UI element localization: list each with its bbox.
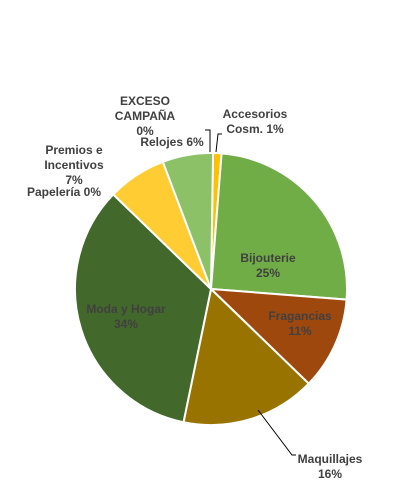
data-labels: Accesorios Cosm. 1% Bijouterie 25% Fragancia… (27, 94, 363, 481)
data-label-papeleria: Papelería 0% (27, 185, 101, 199)
slice-bijouterie (209, 152, 348, 301)
data-label-maquillajes: Maquillajes 16% (298, 452, 363, 481)
pie-slices (74, 152, 348, 426)
leader-line-maquillajes (257, 409, 296, 456)
slice-fragancias (208, 287, 348, 385)
slice-maquillajes (182, 287, 311, 426)
data-label-moda-y-hogar: Moda y Hogar 34% (86, 302, 166, 331)
leader-line-exceso-campana (205, 129, 211, 152)
slice-moda-y-hogar (74, 193, 213, 424)
data-label-premios: Premios e Incentivos 7% (44, 143, 104, 187)
data-label-accesorios: Accesorios Cosm. 1% (223, 107, 288, 136)
data-label-relojes: Relojes 6% (140, 135, 204, 149)
data-label-fragancias: Fragancias 11% (268, 309, 332, 338)
data-label-bijouterie: Bijouterie 25% (240, 251, 296, 280)
slice-relojes (161, 152, 215, 290)
leader-lines (205, 129, 296, 456)
data-label-exceso-campana: EXCESO CAMPAÑA 0% (115, 94, 176, 138)
leader-line-accesorios (215, 133, 222, 153)
